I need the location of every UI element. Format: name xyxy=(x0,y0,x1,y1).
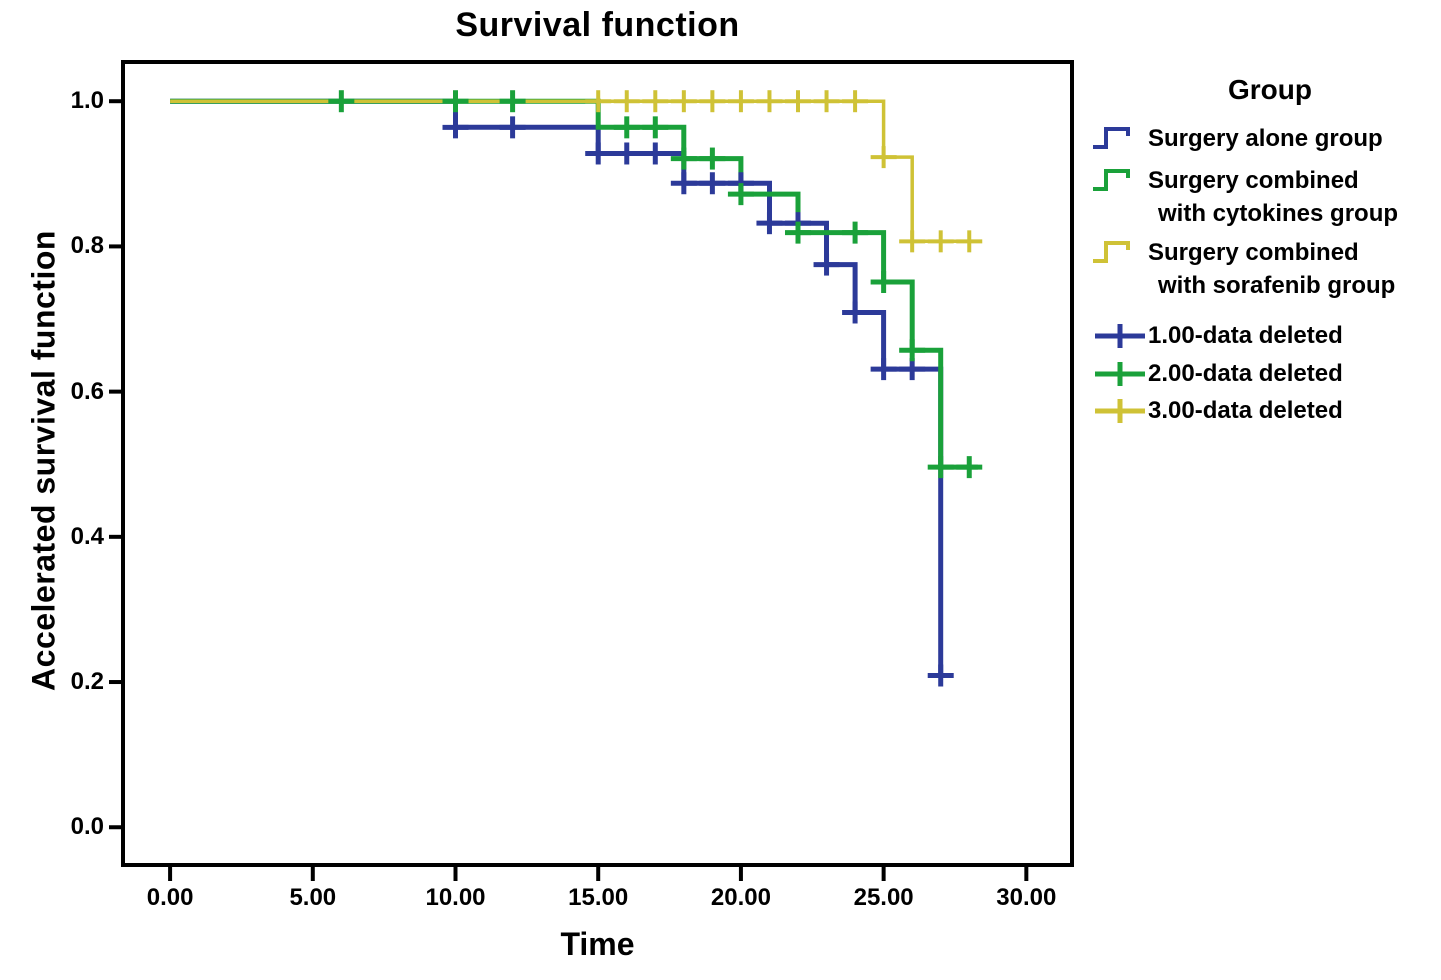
y-tick-label: 0.8 xyxy=(70,232,104,260)
plus-icon xyxy=(1095,324,1145,348)
x-tick-label: 15.00 xyxy=(568,884,629,911)
legend-label-sorafenib-line2: with sorafenib group xyxy=(1158,272,1396,299)
survival-curve-1 xyxy=(170,98,944,676)
legend-censor-icon-group1 xyxy=(1095,324,1145,348)
legend-label-censor-group1: 1.00-data deleted xyxy=(1148,322,1343,349)
legend-label-surgery-alone: Surgery alone group xyxy=(1148,125,1383,152)
legend-label-censor-group2: 2.00-data deleted xyxy=(1148,360,1343,387)
plus-icon xyxy=(1095,362,1145,386)
legend-censor-icon-group3 xyxy=(1095,399,1145,423)
plus-icon xyxy=(1095,399,1145,423)
legend-label-cytokines-line2: with cytokines group xyxy=(1158,200,1399,227)
plot-frame xyxy=(121,60,1074,867)
legend-label-sorafenib-line1: Surgery combined xyxy=(1148,239,1359,266)
step-line-icon xyxy=(1093,127,1130,149)
chart-title: Survival function xyxy=(455,6,740,44)
x-tick-label: 5.00 xyxy=(289,884,337,911)
x-tick-label: 25.00 xyxy=(853,884,914,911)
y-tick-label: 0.4 xyxy=(70,522,104,550)
legend-label-censor-group3: 3.00-data deleted xyxy=(1148,397,1343,424)
step-line-icon xyxy=(1093,241,1130,263)
y-tick-label: 0.2 xyxy=(70,668,104,696)
x-tick-label: 10.00 xyxy=(425,884,486,911)
legend-step-icon-surgery-alone xyxy=(1093,127,1130,149)
y-tick-label: 1.0 xyxy=(70,87,104,115)
y-tick-label: 0.0 xyxy=(70,813,104,841)
legend-censor-icon-group2 xyxy=(1095,362,1145,386)
x-tick-label: 20.00 xyxy=(710,884,771,911)
legend-step-icon-sorafenib xyxy=(1093,241,1130,263)
step-line-icon xyxy=(1093,169,1130,191)
survival-curve-3 xyxy=(170,99,978,244)
x-axis-title: Time xyxy=(560,926,635,962)
legend-label-cytokines-line1: Surgery combined xyxy=(1148,167,1359,194)
x-tick-label: 30.00 xyxy=(996,884,1057,911)
legend-step-icon-cytokines xyxy=(1093,169,1130,191)
y-tick-label: 0.6 xyxy=(70,377,104,405)
legend-title: Group xyxy=(1228,74,1312,105)
x-tick-label: 0.00 xyxy=(146,884,194,911)
